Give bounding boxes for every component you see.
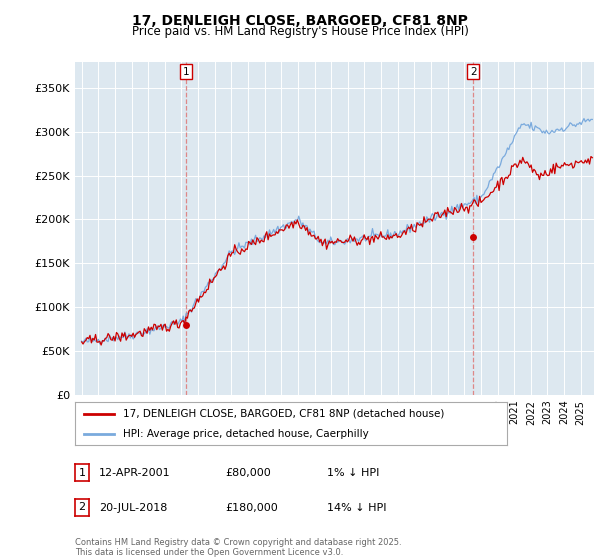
Text: 17, DENLEIGH CLOSE, BARGOED, CF81 8NP (detached house): 17, DENLEIGH CLOSE, BARGOED, CF81 8NP (d… [122,409,444,419]
Text: HPI: Average price, detached house, Caerphilly: HPI: Average price, detached house, Caer… [122,428,368,438]
Text: 1: 1 [79,468,85,478]
Text: £80,000: £80,000 [225,468,271,478]
Text: 2: 2 [79,502,85,512]
Text: 17, DENLEIGH CLOSE, BARGOED, CF81 8NP: 17, DENLEIGH CLOSE, BARGOED, CF81 8NP [132,14,468,28]
Text: Price paid vs. HM Land Registry's House Price Index (HPI): Price paid vs. HM Land Registry's House … [131,25,469,38]
Text: 20-JUL-2018: 20-JUL-2018 [99,503,167,513]
Text: 14% ↓ HPI: 14% ↓ HPI [327,503,386,513]
Text: Contains HM Land Registry data © Crown copyright and database right 2025.
This d: Contains HM Land Registry data © Crown c… [75,538,401,557]
Text: 1% ↓ HPI: 1% ↓ HPI [327,468,379,478]
Text: 2: 2 [470,67,476,77]
Text: 12-APR-2001: 12-APR-2001 [99,468,170,478]
Text: 1: 1 [183,67,190,77]
Text: £180,000: £180,000 [225,503,278,513]
